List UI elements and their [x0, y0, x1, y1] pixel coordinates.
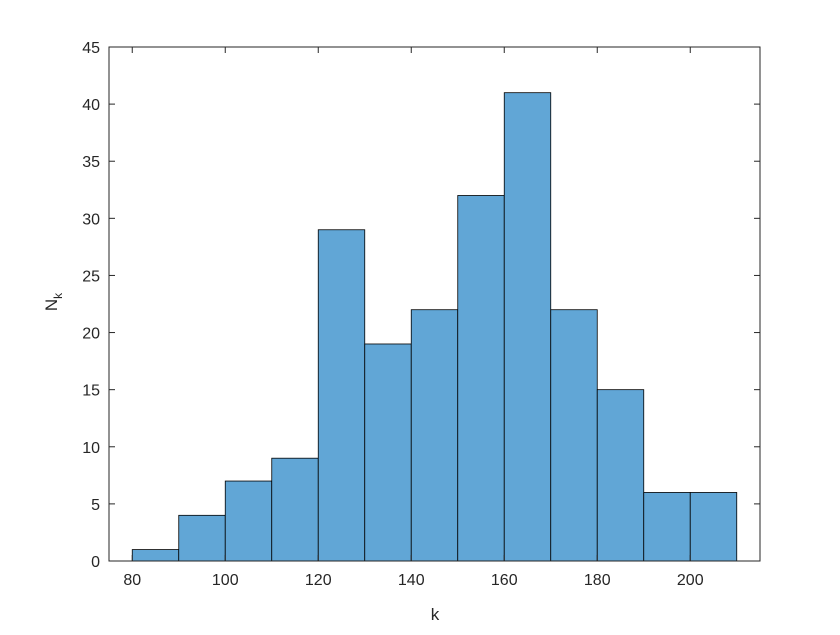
- histogram-bar-5: [364, 343, 412, 562]
- histogram-bar-3: [271, 457, 319, 562]
- y-tick-label: 40: [82, 97, 100, 114]
- x-tick-label: 100: [212, 572, 239, 589]
- y-axis-label: Nk: [42, 292, 65, 311]
- histogram-bar-4: [317, 229, 366, 562]
- histogram-bar-1: [178, 514, 226, 562]
- x-tick-label: 140: [398, 572, 425, 589]
- x-tick-label: 180: [584, 572, 611, 589]
- histogram-bar-0: [131, 549, 180, 562]
- y-tick-label: 5: [91, 497, 100, 514]
- y-tick-label: 45: [82, 40, 100, 57]
- histogram-bar-12: [689, 492, 738, 562]
- x-tick-label: 80: [123, 572, 141, 589]
- y-tick-label: 0: [91, 554, 100, 571]
- y-tick-label: 35: [82, 154, 100, 171]
- y-tick-label: 20: [82, 326, 100, 343]
- axes-layer: 80 100 120 140 160 180 200 0 5 10 15 20 25 30 35 40 45: [82, 40, 761, 589]
- histogram-bar-8: [503, 92, 552, 562]
- y-tick-label: 25: [82, 268, 100, 285]
- y-axis-label-main: N: [42, 299, 61, 311]
- x-tick-label: 160: [491, 572, 518, 589]
- y-tick-label: 15: [82, 383, 100, 400]
- y-tick-label: 10: [82, 440, 100, 457]
- x-axis-label: k: [431, 605, 440, 624]
- bars-layer: [131, 92, 738, 562]
- y-axis-label-subscript: k: [51, 292, 65, 299]
- histogram-bar-9: [550, 309, 598, 562]
- x-tick-label: 120: [305, 572, 332, 589]
- histogram-bar-11: [643, 492, 691, 562]
- histogram-bar-7: [457, 195, 505, 562]
- histogram-bar-10: [596, 389, 645, 562]
- plot-box: [108, 46, 761, 562]
- histogram-bar-6: [410, 309, 459, 562]
- y-tick-label: 30: [82, 211, 100, 228]
- x-tick-label: 200: [677, 572, 704, 589]
- histogram-bar-2: [224, 480, 273, 562]
